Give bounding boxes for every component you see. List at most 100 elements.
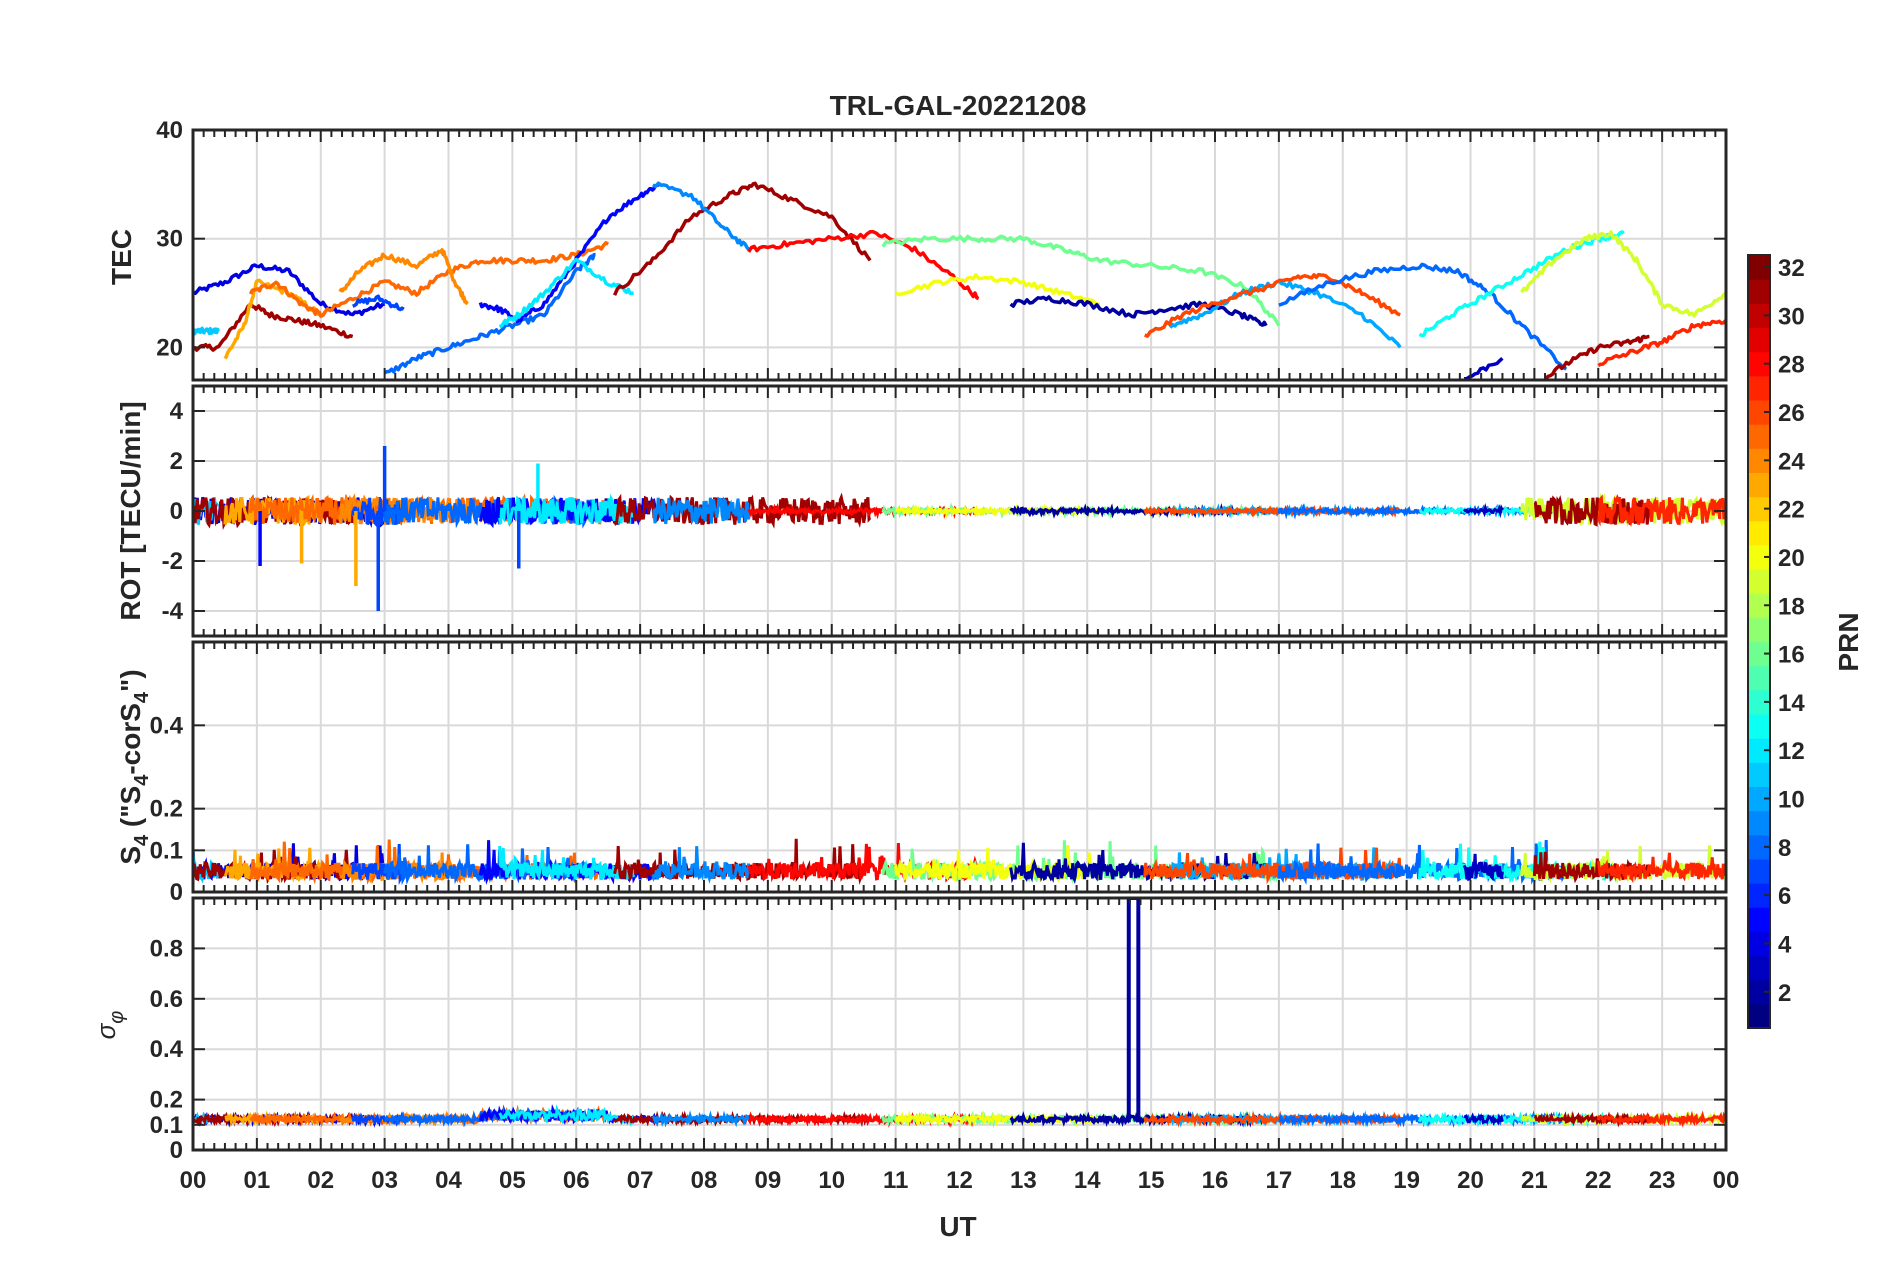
ytick-label-sigma-5: 0.8 <box>150 935 183 962</box>
xtick-label-10: 10 <box>818 1167 845 1194</box>
colorbar-swatch-prn-25 <box>1748 424 1770 449</box>
xtick-label-13: 13 <box>1010 1167 1037 1194</box>
xtick-label-4: 04 <box>435 1167 462 1194</box>
ytick-label-rot-4: 4 <box>170 398 184 425</box>
colorbar-tick-label-4: 10 <box>1778 787 1805 814</box>
tec-series-prn-31-10 <box>612 181 872 296</box>
s4-series-group <box>193 838 1726 886</box>
colorbar-swatch-prn-8 <box>1748 834 1770 860</box>
colorbar-tick-label-14: 30 <box>1778 303 1805 330</box>
colorbar-swatch-prn-30 <box>1748 303 1770 329</box>
ytick-label-s4-0: 0 <box>170 879 183 906</box>
rot-series-prn-3-23 <box>1462 502 1504 519</box>
colorbar-swatch-prn-20 <box>1748 544 1770 570</box>
tec-series-prn-5-8 <box>478 182 661 324</box>
tec-series-prn-7-6 <box>352 294 405 312</box>
ytick-label-tec-0: 20 <box>156 334 183 361</box>
colorbar-tick-label-11: 24 <box>1778 448 1805 475</box>
y-axis-label-s4: S4 ("S4-corS4") <box>115 669 153 864</box>
tec-series-prn-24-5 <box>338 248 469 306</box>
tec-series-prn-31-2 <box>193 302 354 352</box>
colorbar-swatch-prn-4 <box>1748 931 1770 957</box>
xtick-label-22: 22 <box>1585 1167 1612 1194</box>
colorbar-swatch-prn-1 <box>1748 1003 1770 1029</box>
y-axis-label-rot: ROT [TECU/min] <box>115 401 146 620</box>
tec-series-prn-23-3 <box>223 278 322 360</box>
ytick-label-s4-3: 0.4 <box>150 712 184 739</box>
tec-series-prn-12-9 <box>498 257 634 329</box>
xtick-label-17: 17 <box>1266 1167 1293 1194</box>
chart-title: TRL-GAL-20221208 <box>830 90 1087 121</box>
colorbar-swatch-prn-15 <box>1748 665 1770 691</box>
y-axis-label-tec: TEC <box>106 229 137 285</box>
colorbar-tick-label-1: 4 <box>1778 931 1792 958</box>
tec-series-prn-10-16 <box>1168 279 1402 349</box>
xtick-label-7: 07 <box>627 1167 654 1194</box>
tec-series-prn-31-21 <box>1539 334 1650 380</box>
colorbar-tick-label-9: 20 <box>1778 545 1805 572</box>
colorbar-tick-label-13: 28 <box>1778 352 1805 379</box>
tec-series-prn-11-1 <box>193 326 221 336</box>
colorbar-swatch-prn-28 <box>1748 351 1770 377</box>
s4-series-prn-3-23 <box>1462 853 1504 882</box>
xtick-label-18: 18 <box>1329 1167 1356 1194</box>
colorbar-swatch-prn-32 <box>1748 255 1770 280</box>
ytick-label-sigma-3: 0.4 <box>150 1036 184 1063</box>
sigma-spike <box>1126 898 1141 1123</box>
colorbar-swatch-prn-22 <box>1748 496 1770 522</box>
ytick-label-sigma-1: 0.1 <box>150 1112 183 1139</box>
xtick-label-19: 19 <box>1393 1167 1420 1194</box>
ytick-label-sigma-2: 0.2 <box>150 1087 183 1114</box>
tec-series-prn-13-19 <box>1418 230 1625 338</box>
colorbar-tick-label-12: 26 <box>1778 400 1805 427</box>
sigma-series-prn-31-21 <box>1533 1110 1651 1128</box>
colorbar-tick-label-0: 2 <box>1778 980 1791 1007</box>
tec-series-prn-25-4 <box>248 241 610 318</box>
colorbar-swatch-prn-27 <box>1748 375 1770 401</box>
colorbar-swatch-prn-26 <box>1748 399 1770 425</box>
ytick-label-rot-2: 0 <box>170 498 183 525</box>
sigma-series-prn-12-9 <box>498 1104 636 1128</box>
x-axis-label: UT <box>939 1211 976 1242</box>
axes: 203040-4-202400.10.20.400.10.20.40.60.80… <box>150 117 1740 1194</box>
colorbar-tick-label-2: 6 <box>1778 883 1791 910</box>
ytick-label-rot-0: -4 <box>162 598 184 625</box>
colorbar-swatch-prn-17 <box>1748 617 1770 643</box>
xtick-label-12: 12 <box>946 1167 973 1194</box>
ytick-label-tec-2: 40 <box>156 117 183 144</box>
rot-series-group <box>193 446 1726 611</box>
xtick-label-3: 03 <box>371 1167 398 1194</box>
ytick-label-rot-1: -2 <box>162 548 183 575</box>
ytick-label-sigma-0: 0 <box>170 1137 183 1164</box>
rot-series-prn-27-22 <box>1596 493 1726 528</box>
xtick-label-16: 16 <box>1202 1167 1229 1194</box>
colorbar-frame <box>1747 254 1771 1029</box>
tec-series-prn-20-14 <box>894 273 1101 307</box>
ytick-label-tec-1: 30 <box>156 226 183 253</box>
colorbar-swatch-prn-12 <box>1748 738 1770 763</box>
colorbar-swatch-prn-9 <box>1748 810 1770 836</box>
colorbar-swatch-prn-11 <box>1748 762 1770 788</box>
tec-series-prn-19-20 <box>1520 230 1726 318</box>
tec-series-prn-9-11 <box>651 181 751 251</box>
tec-series-prn-4-0 <box>193 263 386 317</box>
colorbar-swatch-prn-24 <box>1748 448 1770 474</box>
s4-series-prn-12-9 <box>498 845 636 882</box>
colorbar-swatch-prn-18 <box>1748 593 1770 618</box>
xtick-label-23: 23 <box>1649 1167 1676 1194</box>
ytick-label-s4-2: 0.2 <box>150 796 183 823</box>
colorbar-swatch-prn-29 <box>1748 327 1770 353</box>
colorbar-swatch-prn-16 <box>1748 641 1770 667</box>
colorbar-swatch-prn-7 <box>1748 858 1770 884</box>
tec-series-prn-28-12 <box>747 230 980 301</box>
sigma-series-group <box>193 898 1726 1129</box>
colorbar-tick-label-7: 16 <box>1778 642 1805 669</box>
xtick-label-2: 02 <box>307 1167 334 1194</box>
xtick-label-0: 00 <box>180 1167 207 1194</box>
colorbar-swatch-prn-14 <box>1748 689 1770 715</box>
xtick-label-21: 21 <box>1521 1167 1548 1194</box>
colorbar-swatch-prn-13 <box>1748 713 1770 739</box>
sigma-series-prn-3-23 <box>1463 1112 1504 1126</box>
colorbar-swatch-prn-19 <box>1748 569 1770 594</box>
